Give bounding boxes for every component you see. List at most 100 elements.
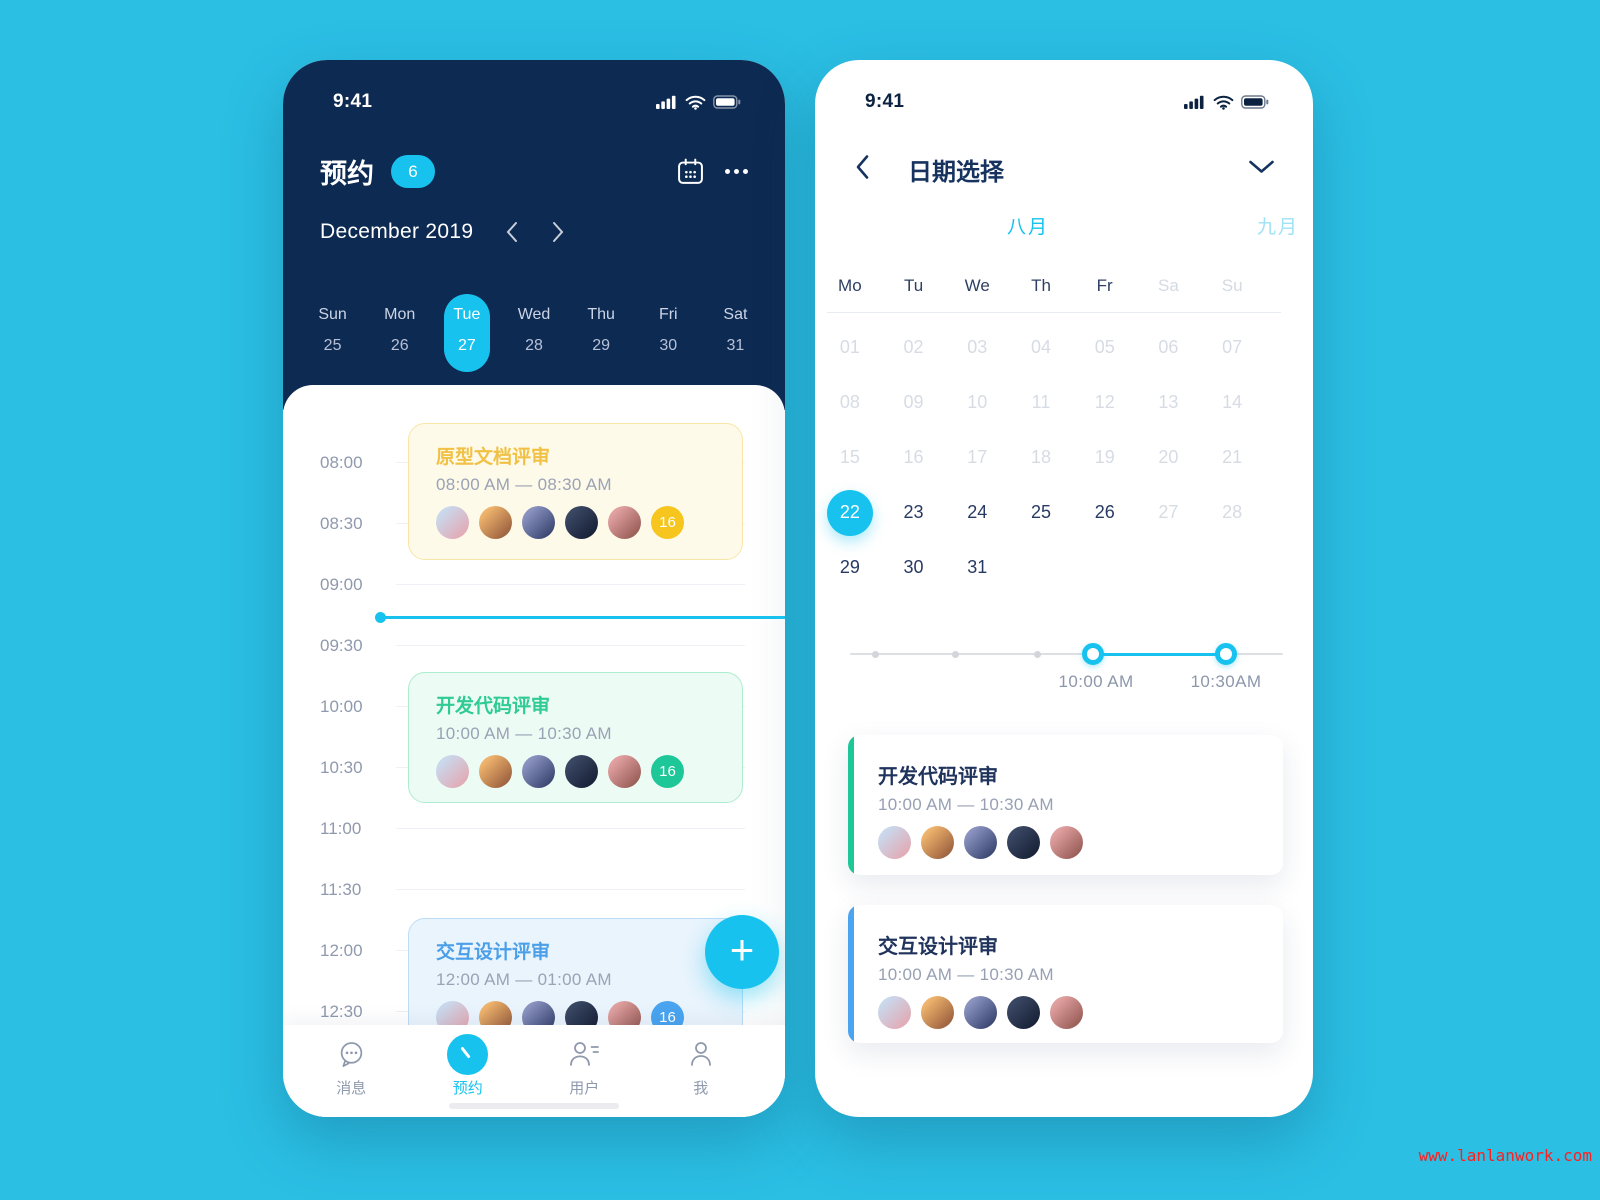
avatar (1050, 826, 1083, 859)
calendar-day[interactable]: 16 (903, 447, 924, 467)
event-title: 开发代码评审 (878, 766, 998, 788)
month-tab[interactable]: 八月 (1006, 217, 1049, 238)
timeline: 08:00 08:30 09:00 09:30 (283, 453, 785, 1072)
weekday-label: Su (1221, 276, 1243, 295)
week-day-cell[interactable]: Sat 31 (723, 306, 748, 354)
calendar-day[interactable]: 29 (839, 557, 860, 577)
weekday-label: We (964, 276, 990, 295)
calendar-day[interactable]: 23 (903, 502, 924, 522)
week-day-cell[interactable]: Wed 28 (517, 306, 551, 354)
selected-event-card-code-review[interactable]: 开发代码评审 10:00 AM — 10:30 AM (848, 735, 1283, 875)
calendar-day[interactable]: 26 (1094, 502, 1115, 522)
calendar-day[interactable]: 20 (1158, 447, 1179, 467)
avatar (1007, 826, 1040, 859)
avatar (479, 506, 512, 539)
event-title: 交互设计评审 (436, 942, 551, 963)
calendar-day[interactable]: 27 (1158, 502, 1179, 522)
prev-month-chevron-icon[interactable] (505, 221, 519, 243)
status-bar: 9:41 (283, 60, 785, 124)
tab-me[interactable]: 我 (661, 1033, 741, 1117)
avatar (878, 996, 911, 1029)
slider-start-label: 10:00 AM (1058, 672, 1134, 691)
avatar (608, 506, 641, 539)
event-card-prototype-review[interactable]: 原型文档评审 08:00 AM — 08:30 AM 16 (408, 423, 743, 560)
tab-users[interactable]: 用户 (544, 1033, 624, 1117)
calendar-day[interactable]: 04 (1030, 337, 1051, 357)
avatar (1007, 996, 1040, 1029)
calendar-day[interactable]: 25 (1030, 502, 1051, 522)
calendar-icon[interactable] (677, 158, 704, 185)
add-appointment-fab[interactable]: + (705, 915, 779, 989)
tab-messages[interactable]: 消息 (311, 1033, 391, 1117)
timeline-row: 11:30 (283, 880, 785, 950)
slider-tick (871, 650, 879, 658)
timeline-row: 09:00 (283, 575, 785, 645)
slider-handle-end[interactable] (1215, 643, 1237, 665)
calendar-day[interactable]: 08 (839, 392, 860, 412)
calendar-grid: 01 02 03 04 05 06 07 08 09 10 11 12 (818, 320, 1264, 595)
calendar-day[interactable]: 24 (967, 502, 988, 522)
calendar-day[interactable]: 10 (967, 392, 988, 412)
calendar-day[interactable]: 02 (903, 337, 924, 357)
back-chevron-icon[interactable] (855, 154, 870, 180)
week-day-cell[interactable]: Mon 26 (384, 306, 416, 354)
tab-appointments[interactable]: 预约 (428, 1033, 508, 1117)
avatar (921, 996, 954, 1029)
slider-track[interactable] (850, 653, 1283, 655)
calendar-day[interactable]: 03 (967, 337, 988, 357)
more-menu-icon[interactable] (725, 169, 748, 174)
week-day-cell[interactable]: Thu 29 (587, 306, 615, 354)
calendar-day[interactable]: 07 (1222, 337, 1243, 357)
wifi-icon (1213, 95, 1234, 110)
message-bubble-icon (336, 1033, 367, 1075)
event-title: 开发代码评审 (436, 696, 551, 717)
calendar-day[interactable]: 09 (903, 392, 924, 412)
next-month-chevron-icon[interactable] (551, 221, 565, 243)
calendar-day[interactable]: 13 (1158, 392, 1179, 412)
calendar-day[interactable]: 11 (1031, 392, 1051, 412)
week-day-cell[interactable]: Tue 27 (433, 296, 500, 369)
avatar (522, 506, 555, 539)
collapse-chevron-icon[interactable] (1248, 160, 1275, 174)
event-time: 10:00 AM — 10:30 AM (436, 724, 612, 743)
slider-handle-start[interactable] (1082, 643, 1104, 665)
calendar-day[interactable]: 01 (839, 337, 860, 357)
calendar-day[interactable]: 05 (1094, 337, 1115, 357)
calendar-day[interactable]: 22 (818, 485, 882, 540)
calendar-day[interactable]: 06 (1158, 337, 1179, 357)
schedule-sheet: 08:00 08:30 09:00 09:30 (283, 385, 785, 1117)
calendar-day[interactable]: 31 (967, 557, 988, 577)
slider-selected-range (1093, 652, 1226, 656)
status-bar: 9:41 (815, 60, 1313, 124)
calendar-day[interactable]: 19 (1094, 447, 1115, 467)
event-time: 12:00 AM — 01:00 AM (436, 970, 612, 989)
calendar-day[interactable]: 21 (1222, 447, 1243, 467)
calendar-day[interactable]: 14 (1222, 392, 1243, 412)
appointments-header (283, 60, 785, 410)
current-time-dot (375, 611, 386, 623)
calendar-day[interactable]: 12 (1094, 392, 1115, 412)
home-indicator[interactable] (449, 1103, 619, 1109)
attendee-avatars (878, 826, 1283, 859)
phone-appointments: 9:41 预约 6 (283, 60, 785, 1117)
avatar (436, 755, 469, 788)
current-time-indicator (375, 611, 785, 623)
selected-event-card-interaction-review[interactable]: 交互设计评审 10:00 AM — 10:30 AM (848, 905, 1283, 1043)
avatar (565, 755, 598, 788)
calendar-day[interactable]: 17 (967, 447, 988, 467)
calendar-day[interactable]: 28 (1222, 502, 1243, 522)
cellular-icon (1184, 95, 1206, 109)
slider-tick (1033, 650, 1041, 658)
event-card-code-review[interactable]: 开发代码评审 10:00 AM — 10:30 AM 16 (408, 672, 743, 803)
week-day-cell[interactable]: Fri 30 (658, 306, 678, 354)
attendee-avatars (878, 996, 1283, 1029)
week-day-cell[interactable]: Sun 25 (318, 306, 347, 354)
weekday-label: Fr (1096, 276, 1113, 295)
attendee-avatars: 16 (436, 506, 742, 539)
timeline-row: 11:00 (283, 819, 785, 889)
calendar-day[interactable]: 15 (839, 447, 860, 467)
slider-end-label: 10:30AM (1190, 672, 1262, 691)
calendar-day[interactable]: 30 (903, 557, 924, 577)
calendar-day[interactable]: 18 (1030, 447, 1051, 467)
month-tab[interactable]: 九月 (1256, 217, 1299, 238)
